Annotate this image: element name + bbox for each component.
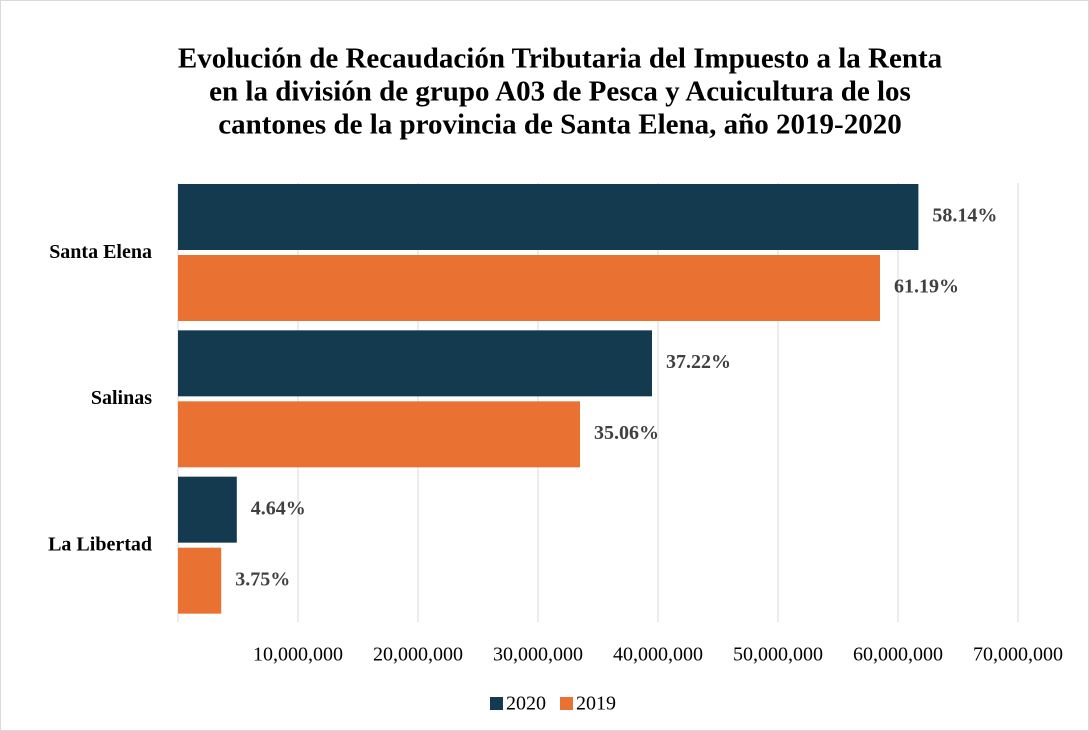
y-tick-label: Salinas [91, 387, 152, 409]
x-tick-label: 40,000,000 [613, 644, 703, 666]
data-label: 3.75% [235, 568, 290, 590]
bar [178, 547, 222, 614]
chart-title: cantones de la provincia de Santa Elena,… [218, 109, 901, 141]
x-tick-label: 50,000,000 [733, 644, 823, 666]
bar [178, 401, 580, 468]
data-label: 35.06% [594, 422, 659, 444]
bar [178, 184, 919, 250]
data-label: 58.14% [932, 205, 997, 227]
legend-label: 2020 [506, 693, 546, 715]
chart-title: en la división de grupo A03 de Pesca y A… [209, 76, 911, 108]
legend-label: 2019 [576, 693, 616, 715]
legend-swatch [560, 697, 573, 710]
x-tick-label: 70,000,000 [973, 644, 1063, 666]
data-label: 61.19% [894, 276, 959, 298]
x-tick-label: 20,000,000 [373, 644, 463, 666]
data-label: 37.22% [666, 351, 731, 373]
chart-title: Evolución de Recaudación Tributaria del … [178, 43, 943, 75]
legend-swatch [490, 697, 503, 710]
x-tick-label: 10,000,000 [253, 644, 343, 666]
bar [178, 476, 237, 543]
data-label: 4.64% [251, 497, 306, 519]
y-tick-label: Santa Elena [49, 241, 152, 263]
bar [178, 255, 880, 321]
x-tick-label: 60,000,000 [853, 644, 943, 666]
x-tick-label: 30,000,000 [493, 644, 583, 666]
bar [178, 330, 652, 397]
y-tick-label: La Libertad [48, 533, 152, 555]
